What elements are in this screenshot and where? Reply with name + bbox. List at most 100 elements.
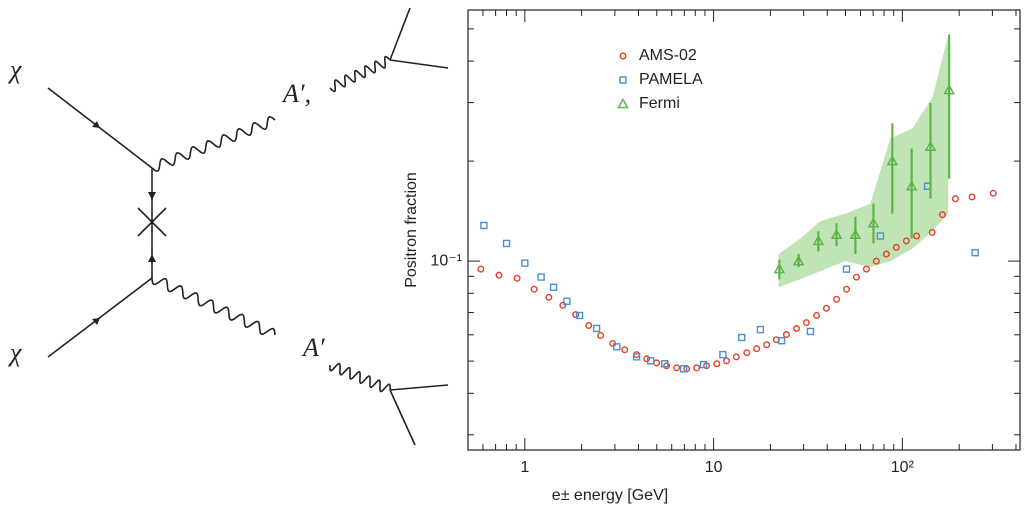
point bbox=[699, 360, 708, 369]
point bbox=[502, 239, 511, 248]
point bbox=[559, 301, 567, 309]
point bbox=[913, 232, 921, 240]
point bbox=[592, 324, 601, 333]
feynman-diagram: χ χ A′, A′ bbox=[7, 7, 449, 446]
legend-label: Fermi bbox=[639, 95, 680, 112]
point bbox=[621, 346, 629, 354]
point bbox=[989, 189, 997, 197]
point bbox=[862, 265, 870, 273]
photon-line bbox=[329, 362, 391, 393]
point bbox=[872, 257, 880, 265]
point bbox=[793, 324, 801, 332]
dark-photon-label: A′, bbox=[281, 79, 311, 108]
point bbox=[882, 250, 890, 258]
point bbox=[867, 217, 880, 228]
point bbox=[633, 351, 641, 359]
legend-marker bbox=[617, 97, 629, 109]
photon-line bbox=[151, 115, 276, 173]
arrow bbox=[92, 318, 100, 325]
point bbox=[813, 311, 821, 319]
point bbox=[693, 364, 701, 372]
arrow bbox=[148, 192, 156, 200]
chi-label: χ bbox=[7, 338, 22, 367]
plot-frame bbox=[467, 9, 1021, 451]
point bbox=[632, 353, 641, 361]
point bbox=[679, 365, 688, 373]
point bbox=[928, 228, 936, 236]
point bbox=[822, 304, 830, 312]
point bbox=[833, 295, 841, 303]
point bbox=[905, 180, 918, 191]
photon-line bbox=[329, 55, 391, 93]
axes: 1 10 10² 10⁻¹ bbox=[430, 10, 1020, 476]
point bbox=[886, 155, 899, 166]
point bbox=[513, 274, 521, 282]
point bbox=[753, 345, 761, 353]
point bbox=[537, 273, 545, 281]
point bbox=[722, 357, 730, 365]
legend-marker bbox=[619, 76, 627, 84]
uncertainty-band bbox=[778, 35, 949, 288]
dark-photon-label: A′ bbox=[301, 333, 325, 362]
fermion-line bbox=[389, 389, 416, 446]
point bbox=[613, 343, 621, 351]
legend-label: AMS-02 bbox=[639, 47, 697, 64]
fermion-line bbox=[389, 59, 449, 69]
fermion-line bbox=[389, 384, 449, 391]
point bbox=[713, 360, 721, 368]
point bbox=[530, 285, 538, 293]
x-tick-label: 10² bbox=[891, 459, 915, 476]
point bbox=[673, 364, 681, 372]
point bbox=[763, 341, 771, 349]
point bbox=[843, 285, 851, 293]
point bbox=[924, 140, 937, 151]
point bbox=[732, 353, 740, 361]
point bbox=[902, 237, 910, 245]
x-tick-label: 10 bbox=[705, 459, 723, 476]
point bbox=[830, 228, 843, 240]
point bbox=[938, 211, 946, 219]
y-tick-label: 10⁻¹ bbox=[430, 252, 462, 269]
photon-line bbox=[151, 277, 276, 336]
legend-marker bbox=[619, 52, 627, 60]
point bbox=[849, 228, 862, 240]
point bbox=[802, 319, 810, 327]
point bbox=[743, 349, 751, 357]
point bbox=[646, 357, 655, 365]
point bbox=[563, 297, 571, 305]
point bbox=[597, 332, 605, 340]
point bbox=[545, 293, 553, 301]
fermion-line bbox=[389, 7, 411, 61]
point bbox=[756, 325, 765, 334]
point bbox=[719, 350, 727, 359]
x-axis-label: e± energy [GeV] bbox=[552, 487, 668, 504]
point bbox=[572, 311, 580, 319]
point bbox=[782, 331, 790, 339]
chi-label: χ bbox=[7, 55, 22, 84]
point bbox=[480, 221, 488, 230]
point bbox=[521, 259, 529, 267]
point bbox=[643, 355, 651, 363]
point bbox=[773, 263, 786, 274]
point bbox=[585, 321, 593, 329]
point bbox=[892, 243, 900, 251]
point bbox=[812, 234, 825, 246]
point bbox=[777, 336, 786, 345]
point bbox=[661, 360, 669, 368]
x-tick-label: 1 bbox=[520, 459, 529, 476]
point bbox=[842, 265, 851, 273]
point bbox=[653, 359, 661, 367]
point bbox=[943, 84, 955, 95]
point bbox=[806, 327, 815, 336]
point bbox=[971, 248, 979, 257]
point bbox=[876, 232, 885, 240]
arrow bbox=[92, 121, 100, 128]
fermion-line bbox=[47, 277, 153, 358]
point bbox=[968, 193, 976, 201]
point bbox=[792, 255, 805, 266]
legend-label: PAMELA bbox=[639, 71, 703, 88]
cross bbox=[137, 207, 167, 237]
point bbox=[575, 311, 584, 320]
